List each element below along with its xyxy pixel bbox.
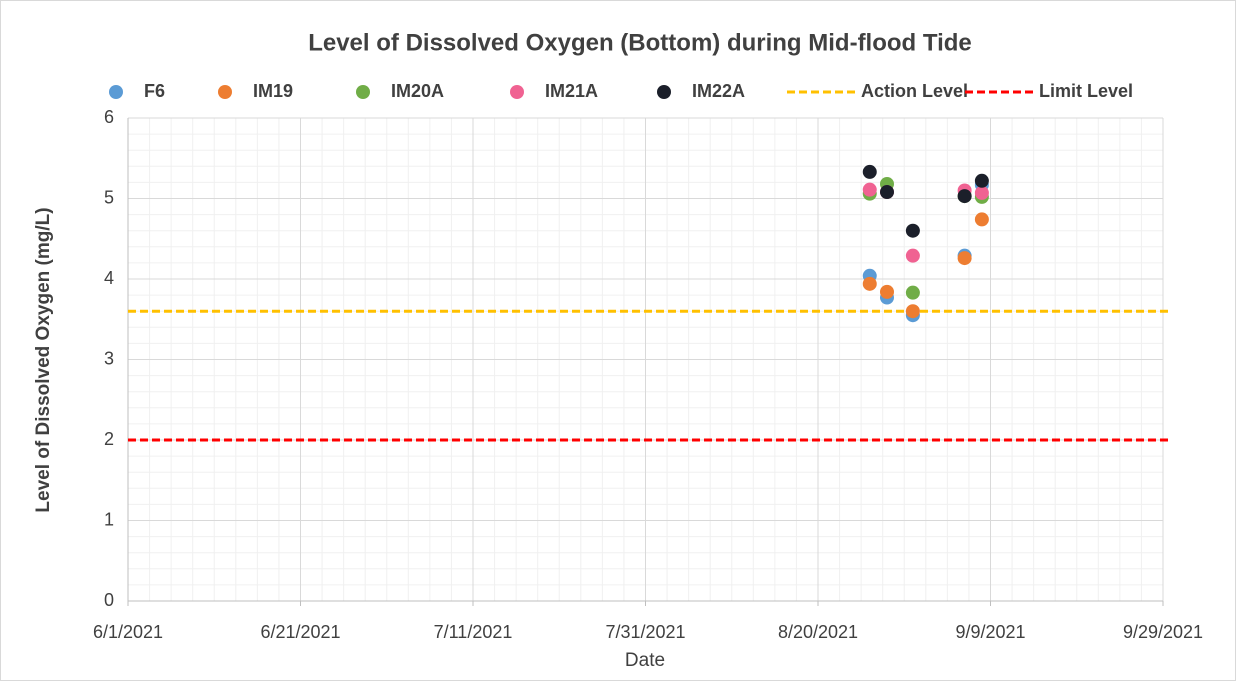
legend-marker <box>510 85 524 99</box>
legend-label: Action Level <box>861 81 968 101</box>
data-point <box>974 212 989 227</box>
data-point <box>957 251 972 266</box>
x-axis-label: Date <box>625 650 665 671</box>
x-tick-label: 7/11/2021 <box>434 622 513 642</box>
data-point <box>974 185 989 200</box>
data-point <box>905 223 920 238</box>
legend-marker <box>356 85 370 99</box>
y-axis-label: Level of Dissolved Oxygen (mg/L) <box>33 207 54 512</box>
data-point <box>905 304 920 319</box>
data-point <box>974 173 989 188</box>
x-tick-label: 9/29/2021 <box>1123 622 1203 642</box>
y-tick-label: 0 <box>104 590 114 610</box>
y-tick-label: 1 <box>104 509 114 529</box>
legend-label: IM19 <box>253 81 293 101</box>
x-tick-label: 8/20/2021 <box>778 622 858 642</box>
y-tick-label: 5 <box>104 187 114 207</box>
data-point <box>905 285 920 300</box>
data-point <box>862 276 877 291</box>
y-tick-label: 2 <box>104 429 114 449</box>
legend-label: F6 <box>144 81 165 101</box>
data-point <box>957 189 972 204</box>
legend-label: IM21A <box>545 81 598 101</box>
x-tick-label: 6/21/2021 <box>260 622 340 642</box>
data-point <box>880 185 894 200</box>
legend-label: IM22A <box>692 81 745 101</box>
x-tick-label: 7/31/2021 <box>605 622 685 642</box>
x-tick-label: 9/9/2021 <box>955 622 1025 642</box>
legend-marker <box>218 85 232 99</box>
chart-title: Level of Dissolved Oxygen (Bottom) durin… <box>308 29 972 56</box>
data-point <box>862 164 877 179</box>
x-tick-label: 6/1/2021 <box>93 622 163 642</box>
legend-marker <box>657 85 671 99</box>
data-point <box>905 248 920 263</box>
y-tick-label: 6 <box>104 107 114 127</box>
legend-marker <box>109 85 123 99</box>
data-point <box>862 182 877 197</box>
legend-label: Limit Level <box>1039 81 1133 101</box>
data-point <box>880 284 894 299</box>
y-tick-label: 3 <box>104 348 114 368</box>
y-tick-label: 4 <box>104 268 114 288</box>
legend-label: IM20A <box>391 81 444 101</box>
